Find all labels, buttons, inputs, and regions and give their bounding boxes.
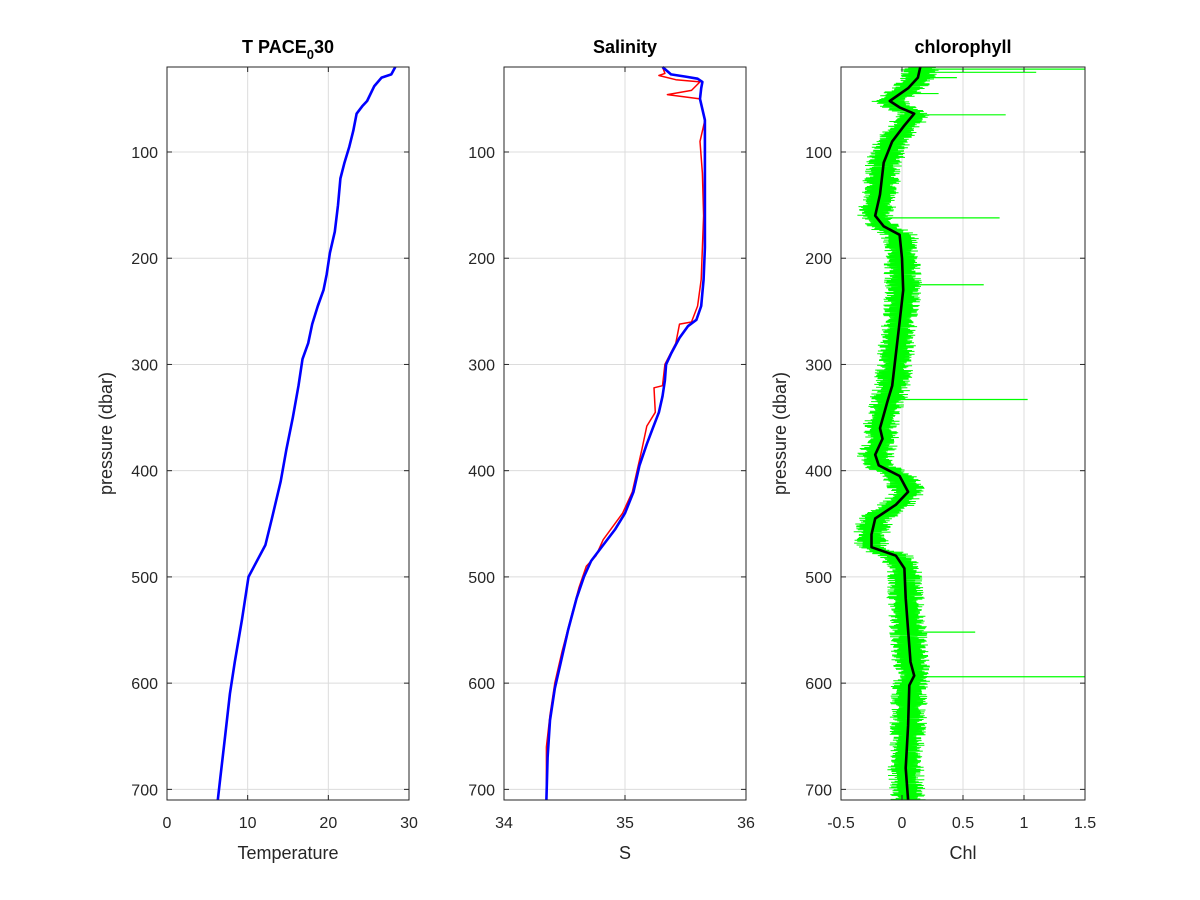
x-tick-label: 34	[495, 815, 513, 832]
x-axis-label: S	[619, 843, 631, 863]
series-line	[216, 66, 397, 801]
y-tick-label: 400	[131, 464, 158, 481]
y-tick-label: 200	[131, 251, 158, 268]
series-line	[545, 66, 707, 801]
y-tick-label: 600	[131, 676, 158, 693]
x-tick-label: 30	[400, 815, 418, 832]
x-tick-label: -0.5	[827, 815, 855, 832]
y-axis-label: pressure (dbar)	[770, 372, 790, 495]
x-tick-label: 0	[898, 815, 907, 832]
y-axis-label: pressure (dbar)	[96, 372, 116, 495]
series-line	[545, 66, 706, 800]
x-tick-label: 35	[616, 815, 634, 832]
x-tick-label: 36	[737, 815, 755, 832]
y-tick-label: 200	[468, 251, 495, 268]
series-line	[853, 66, 939, 801]
x-axis-label: Chl	[949, 843, 976, 863]
y-tick-label: 500	[805, 570, 832, 587]
y-tick-label: 500	[468, 570, 495, 587]
y-tick-label: 200	[805, 251, 832, 268]
x-tick-label: 0	[163, 815, 172, 832]
x-axis-label: Temperature	[237, 843, 338, 863]
x-tick-label: 1.5	[1074, 815, 1096, 832]
chart-title: T PACE030	[242, 37, 334, 62]
y-tick-label: 100	[805, 145, 832, 162]
y-tick-label: 500	[131, 570, 158, 587]
y-tick-label: 300	[131, 357, 158, 374]
x-tick-label: 1	[1020, 815, 1029, 832]
y-tick-label: 700	[805, 782, 832, 799]
y-tick-label: 600	[805, 676, 832, 693]
chart-title: chlorophyll	[914, 37, 1011, 57]
y-tick-label: 300	[805, 357, 832, 374]
y-tick-label: 600	[468, 676, 495, 693]
chart-title: Salinity	[593, 37, 657, 57]
series-line	[870, 66, 922, 801]
y-tick-label: 100	[131, 145, 158, 162]
y-tick-label: 400	[468, 464, 495, 481]
chart-panel-1: 0 10 20 30 100 200 300 400 500 600 700 T PACE030 Tem…	[96, 37, 418, 863]
y-tick-label: 100	[468, 145, 495, 162]
y-tick-label: 700	[131, 782, 158, 799]
y-tick-label: 300	[468, 357, 495, 374]
y-tick-label: 400	[805, 464, 832, 481]
chart-panel-3: -0.5 0 0.5 1 1.5 100 200 300 400 500 600 700 chlorop…	[770, 37, 1096, 863]
chart-panel-2: 34 35 36 100 200 300 400 500 600 700 Salinity S	[468, 37, 755, 863]
x-tick-label: 0.5	[952, 815, 974, 832]
x-tick-label: 20	[319, 815, 337, 832]
axes-box	[166, 66, 410, 801]
y-tick-label: 700	[468, 782, 495, 799]
x-tick-label: 10	[239, 815, 257, 832]
